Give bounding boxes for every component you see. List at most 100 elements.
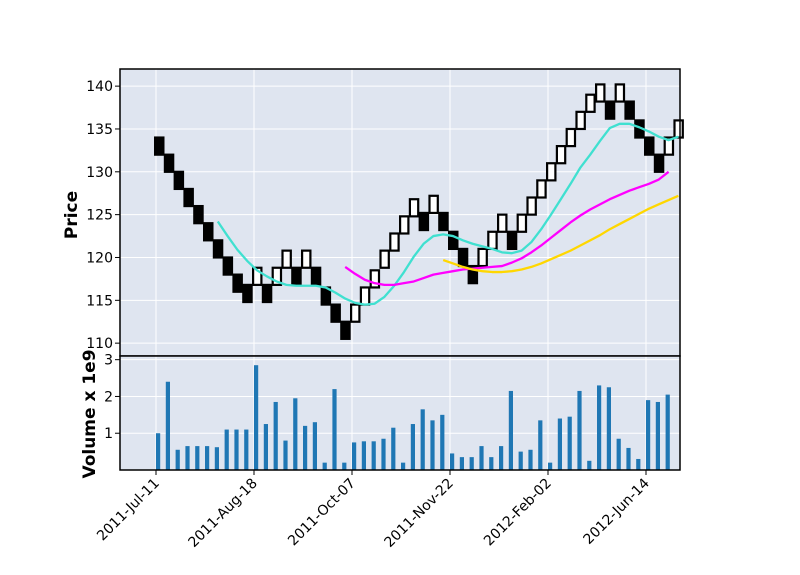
renko-brick-up bbox=[565, 127, 577, 148]
renko-brick-down bbox=[261, 283, 273, 304]
volume-bar bbox=[214, 447, 219, 470]
renko-brick-down bbox=[457, 247, 469, 268]
volume-bar bbox=[410, 424, 415, 470]
volume-bar bbox=[263, 424, 268, 470]
volume-bar bbox=[195, 446, 200, 470]
renko-brick-up bbox=[673, 119, 684, 139]
renko-brick-up bbox=[271, 266, 283, 286]
volume-bar bbox=[175, 449, 180, 470]
volume-bar bbox=[469, 457, 474, 470]
volume-bar bbox=[332, 389, 337, 470]
y-tick-label: 140 bbox=[86, 79, 113, 95]
volume-bar bbox=[312, 422, 317, 470]
renko-brick-up bbox=[526, 196, 537, 216]
renko-brick-up bbox=[281, 249, 292, 269]
volume-bar bbox=[518, 451, 523, 470]
volume-bars bbox=[156, 365, 670, 470]
renko-brick-down bbox=[340, 320, 351, 340]
volume-bar bbox=[293, 398, 298, 470]
renko-brick-down bbox=[506, 230, 518, 251]
price-panel: 110 115 120 125 130 135 140 Price bbox=[62, 68, 684, 357]
volume-panel: 1 2 3 Volume x 1e9 bbox=[80, 349, 681, 479]
price-gridlines bbox=[120, 69, 680, 356]
renko-brick-down bbox=[173, 170, 185, 191]
volume-bar bbox=[577, 390, 582, 470]
renko-brick-up bbox=[545, 162, 557, 182]
renko-brick-up bbox=[555, 145, 567, 165]
volume-bar bbox=[185, 446, 190, 470]
renko-brick-up bbox=[497, 213, 508, 233]
renko-brick-up bbox=[585, 93, 596, 113]
volume-bar bbox=[646, 400, 651, 470]
renko-brick-down bbox=[448, 230, 459, 251]
renko-brick-up bbox=[663, 136, 675, 156]
y-tick-label: 125 bbox=[86, 208, 113, 224]
volume-panel-background bbox=[120, 356, 680, 470]
volume-axis-label: Volume x 1e9 bbox=[80, 349, 100, 478]
volume-bar bbox=[322, 462, 327, 470]
volume-bar bbox=[165, 381, 170, 470]
volume-bar bbox=[381, 438, 386, 470]
volume-bar bbox=[401, 462, 406, 470]
renko-brick-up bbox=[428, 194, 439, 215]
renko-brick-down bbox=[232, 273, 243, 293]
y-tick-label: 3 bbox=[104, 353, 113, 369]
volume-bar bbox=[636, 458, 641, 470]
renko-brick-down bbox=[467, 264, 479, 285]
renko-brick-down bbox=[418, 211, 430, 232]
price-axis-label: Price bbox=[62, 191, 82, 239]
volume-bar bbox=[303, 425, 308, 470]
y-tick-label: 110 bbox=[86, 336, 113, 352]
volume-bar bbox=[224, 429, 229, 470]
renko-brick-up bbox=[350, 303, 361, 323]
renko-brick-up bbox=[369, 269, 381, 289]
volume-bar bbox=[655, 401, 660, 470]
volume-gridlines bbox=[120, 356, 680, 470]
volume-panel-frame bbox=[119, 355, 681, 471]
renko-brick-down bbox=[212, 239, 224, 259]
renko-brick-up bbox=[516, 213, 528, 233]
volume-bar bbox=[254, 365, 259, 470]
renko-brick-down bbox=[643, 136, 655, 156]
volume-bar bbox=[597, 385, 602, 470]
volume-bar bbox=[283, 440, 288, 470]
volume-bar bbox=[616, 438, 621, 470]
y-tick-label: 130 bbox=[86, 165, 113, 181]
renko-brick-down bbox=[330, 303, 341, 323]
renko-brick-up bbox=[487, 230, 498, 251]
renko-brick-down bbox=[203, 222, 214, 242]
renko-brick-up bbox=[252, 266, 263, 286]
volume-bar bbox=[244, 429, 249, 470]
renko-brick-down bbox=[222, 256, 234, 276]
volume-y-ticks: 1 2 3 bbox=[104, 353, 120, 442]
moving-average-line bbox=[344, 170, 670, 287]
volume-bar bbox=[361, 441, 366, 470]
volume-bar bbox=[440, 414, 445, 470]
volume-bar bbox=[567, 416, 572, 470]
volume-bar bbox=[273, 401, 278, 470]
volume-bar bbox=[665, 394, 670, 470]
price-y-ticks: 110 115 120 125 130 135 140 bbox=[86, 79, 120, 352]
volume-bar bbox=[557, 418, 562, 470]
renko-brick-up bbox=[536, 179, 547, 199]
x-tick-label: 2011-Oct-07 bbox=[285, 476, 359, 550]
volume-bar bbox=[508, 390, 513, 470]
x-tick-label: 2011-Aug-18 bbox=[185, 476, 260, 551]
renko-brick-down bbox=[154, 136, 165, 156]
renko-brick-up bbox=[399, 215, 410, 235]
renko-bricks bbox=[154, 83, 684, 340]
volume-bar bbox=[459, 457, 464, 470]
volume-bar bbox=[371, 441, 376, 470]
renko-brick-up bbox=[379, 249, 390, 269]
renko-brick-down bbox=[653, 153, 665, 173]
volume-bar bbox=[205, 446, 210, 470]
y-tick-label: 1 bbox=[104, 426, 113, 442]
volume-bar bbox=[499, 446, 504, 470]
renko-brick-up bbox=[359, 286, 371, 306]
volume-bar bbox=[391, 427, 396, 470]
renko-brick-up bbox=[408, 198, 420, 218]
volume-bar bbox=[450, 453, 455, 470]
renko-brick-down bbox=[193, 204, 204, 225]
y-tick-label: 120 bbox=[86, 250, 113, 266]
